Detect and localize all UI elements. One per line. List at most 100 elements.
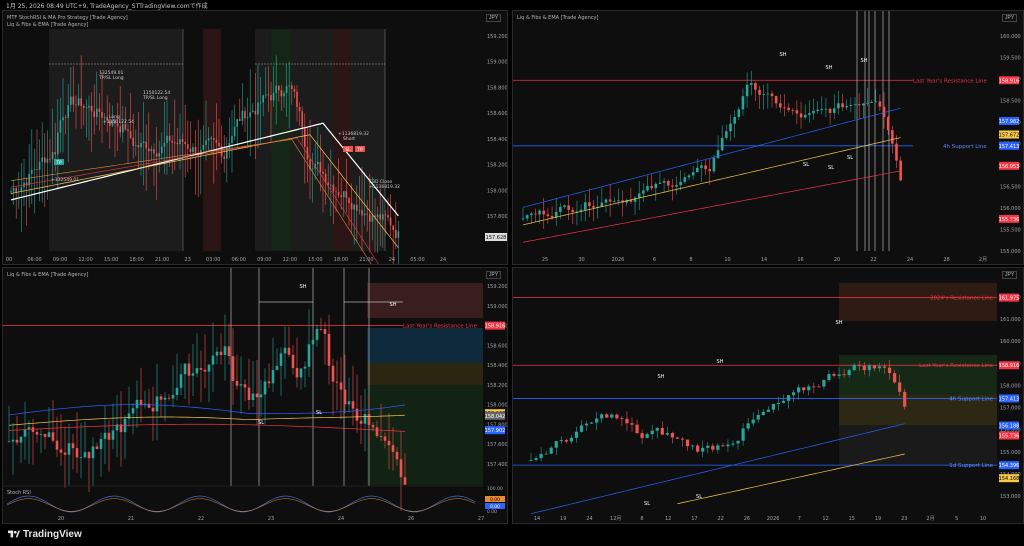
candle-body xyxy=(98,108,101,112)
ema-blue xyxy=(522,107,901,208)
candle-body xyxy=(244,110,246,119)
tl-time-tick: 15:00 xyxy=(104,257,118,263)
tradingview-logo[interactable]: TradingView xyxy=(8,529,82,540)
candle-body xyxy=(361,210,363,216)
bl-price-tick: 158.200 xyxy=(487,383,507,389)
chart-bottom-right[interactable]: 2024's Resistance Line Last Year's Resist… xyxy=(513,268,1023,523)
sl-marker: SL xyxy=(828,165,834,171)
currency-badge[interactable]: JPY xyxy=(486,14,502,22)
top-bar: 1月 25, 2026 08:49 UTC+9, TradeAgency_STT… xyxy=(0,0,1024,10)
chart-panel-bottom-left[interactable]: Last Year's Resistance Line SH SH SL SL Stoch… xyxy=(2,267,508,524)
chart-panel-top-right[interactable]: Last Year's Resistance Line 4h Support Li… xyxy=(512,10,1024,265)
zone-yellow xyxy=(367,363,483,385)
candle-body xyxy=(279,353,283,366)
tl-time-tick: 12:00 xyxy=(78,257,92,263)
candle-body xyxy=(822,379,826,387)
ema-yellow xyxy=(522,137,901,226)
last-price: 157.628 xyxy=(486,235,507,241)
candle-body xyxy=(207,364,211,372)
header-datetime: 1月 25, 2026 08:49 UTC+9, TradeAgency_STT… xyxy=(6,3,208,10)
tr-price-tick: 155.500 xyxy=(1000,228,1021,234)
candle-body xyxy=(559,206,562,212)
candle-body xyxy=(633,197,637,202)
candle-body xyxy=(215,139,218,143)
tr-time-tick: 2026 xyxy=(612,257,625,263)
candle-body xyxy=(259,102,262,104)
candle-body xyxy=(781,400,786,403)
bl-time-tick: 26 xyxy=(408,516,414,522)
candle-body xyxy=(665,433,669,435)
candle-body xyxy=(574,431,579,438)
br-time-tick: 2026 xyxy=(767,516,780,522)
candle-body xyxy=(137,145,140,148)
candle-body xyxy=(675,437,680,439)
candle-body xyxy=(525,215,529,219)
bl-time-tick: 21 xyxy=(128,516,134,522)
tag-blue1: 157.413 xyxy=(999,396,1020,402)
candle-body xyxy=(263,381,267,395)
tag-red3-bg xyxy=(999,214,1019,223)
candle-body xyxy=(590,422,594,424)
candle-body xyxy=(115,424,119,431)
candle-body xyxy=(148,148,150,152)
candle-body xyxy=(278,85,280,91)
br-time-tick: 2月 xyxy=(926,516,934,522)
tag-r2024: 161.975 xyxy=(999,296,1020,302)
candle-body xyxy=(166,135,168,143)
candle-body xyxy=(246,117,249,119)
currency-badge[interactable]: JPY xyxy=(486,271,502,279)
candle-body xyxy=(83,105,85,108)
candle-body xyxy=(374,215,376,218)
candle-body xyxy=(564,440,568,442)
bl-time-tick: 23 xyxy=(268,516,274,522)
tr-price-tick: 159.500 xyxy=(1000,56,1021,62)
candle-body xyxy=(729,123,732,132)
candle-body xyxy=(660,427,664,435)
chart-panel-bottom-right[interactable]: 2024's Resistance Line Last Year's Resist… xyxy=(512,267,1024,524)
candle-body xyxy=(701,447,705,452)
chart-top-right[interactable]: Last Year's Resistance Line 4h Support Li… xyxy=(513,11,1023,264)
tag-gray: 158.042 xyxy=(485,414,506,420)
candle-body xyxy=(44,157,46,163)
candle-body xyxy=(47,432,51,437)
candle-body xyxy=(228,142,231,149)
tag-blue2-bg xyxy=(999,421,1019,430)
candle-body xyxy=(106,117,108,121)
br-price-tick: 153.000 xyxy=(1000,494,1021,500)
candle-body xyxy=(272,92,275,101)
candle-body xyxy=(139,399,143,406)
candle-body xyxy=(563,205,566,207)
chart-bottom-left[interactable]: Last Year's Resistance Line SH SH SL SL Stoch… xyxy=(3,268,507,523)
candle-body xyxy=(595,418,599,423)
tr-time-tick: 30 xyxy=(578,257,584,263)
candle-body xyxy=(43,434,47,437)
br-time-tick: 12 xyxy=(665,516,671,522)
tag-blue2: 157.413 xyxy=(999,144,1020,150)
candle-body xyxy=(140,143,142,148)
sh-marker: SH xyxy=(780,52,787,58)
currency-badge[interactable]: JPY xyxy=(1002,271,1018,279)
candle-body xyxy=(635,424,639,434)
candle-body xyxy=(249,112,251,118)
br-time-tick: 5 xyxy=(955,516,958,522)
candle-body xyxy=(567,205,570,210)
support1d-label: 1d Support Line xyxy=(949,463,993,469)
candle-body xyxy=(403,477,407,485)
candle-body xyxy=(283,347,287,354)
tl-time-tick: 24 xyxy=(389,257,395,263)
chart-panel-top-left[interactable]: 132549.01 TP/SL Long 1150122.54 TP/SL Long L… xyxy=(2,10,508,265)
indicator-title: Liq & Fibs & EMA [Trade Agency] xyxy=(517,15,599,21)
candle-body xyxy=(171,394,175,399)
candle-body xyxy=(10,191,12,193)
candle-body xyxy=(233,126,236,137)
candle-body xyxy=(345,191,348,199)
zone-gray xyxy=(839,425,997,465)
currency-badge[interactable]: JPY xyxy=(1002,14,1018,22)
candle-body xyxy=(887,367,892,374)
candle-body xyxy=(63,452,67,455)
candle-body xyxy=(119,424,123,433)
candle-body xyxy=(680,438,685,440)
candle-body xyxy=(895,143,898,161)
stoch-tag-a: 0.00 xyxy=(490,497,500,503)
